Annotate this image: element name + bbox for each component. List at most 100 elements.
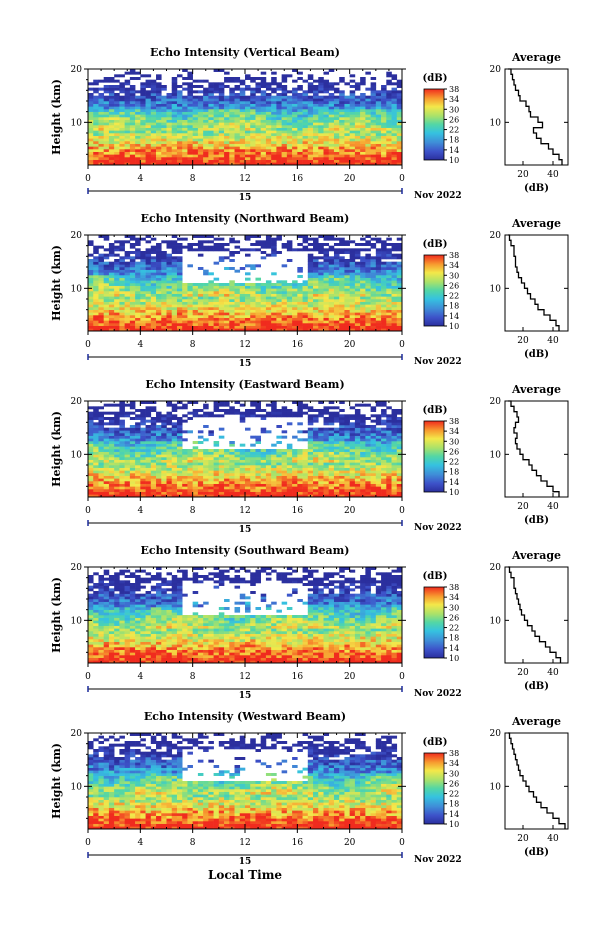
heatmap-cell <box>145 267 152 270</box>
heatmap-cell <box>328 117 335 120</box>
heatmap-cell <box>108 157 115 160</box>
heatmap-cell <box>108 309 115 313</box>
heatmap-cell <box>281 291 288 294</box>
heatmap-cell <box>370 291 377 294</box>
heatmap-cell <box>213 478 220 482</box>
heatmap-cell <box>161 103 167 107</box>
heatmap-cell <box>166 114 173 118</box>
y-tick-label: 20 <box>71 65 83 75</box>
heatmap-cell <box>375 141 382 144</box>
heatmap-cell <box>213 323 220 326</box>
heatmap-cell <box>286 157 293 160</box>
heatmap-cell <box>375 101 382 104</box>
heatmap-cell <box>208 325 214 329</box>
colorbar-tick-label: 18 <box>449 302 459 311</box>
heatmap-cell <box>344 328 350 332</box>
heatmap-cell <box>234 130 241 134</box>
heatmap-cell <box>187 315 193 318</box>
heatmap-cell <box>365 272 371 276</box>
heatmap-cell <box>286 328 293 332</box>
heatmap-cell <box>339 309 345 313</box>
heatmap-cell <box>140 90 146 94</box>
heatmap-cell <box>224 483 230 487</box>
heatmap-cell <box>333 125 340 128</box>
heatmap-cell <box>297 103 303 107</box>
heatmap-cell <box>119 283 125 286</box>
heatmap-cell <box>197 320 204 324</box>
heatmap-cell <box>108 494 115 498</box>
heatmap-cell <box>271 122 277 126</box>
heatmap-cell <box>140 85 146 88</box>
heatmap-cell <box>255 299 261 302</box>
heatmap-cell <box>365 280 371 284</box>
heatmap-cell <box>328 93 335 96</box>
heatmap-cell <box>255 296 261 300</box>
heatmap-cell <box>124 446 131 450</box>
heatmap-cell <box>156 157 162 160</box>
heatmap-cell <box>323 307 330 310</box>
heatmap-cell <box>344 261 350 265</box>
heatmap-cell <box>166 320 173 324</box>
heatmap-cell <box>391 312 398 316</box>
heatmap-cell <box>140 251 146 254</box>
heatmap-cell <box>176 481 183 484</box>
heatmap-cell <box>103 95 110 99</box>
heatmap-cell <box>281 133 288 136</box>
heatmap-cell <box>93 275 99 278</box>
heatmap-cell <box>88 87 94 91</box>
heatmap-cell <box>318 299 324 302</box>
heatmap-cell <box>250 304 256 308</box>
heatmap-cell <box>124 483 131 487</box>
heatmap-cell <box>176 478 183 482</box>
heatmap-cell <box>145 235 152 238</box>
heatmap-cell <box>391 267 398 270</box>
heatmap-cell <box>182 133 188 136</box>
heatmap-cell <box>255 475 261 479</box>
heatmap-cell <box>192 143 199 147</box>
heatmap-cell <box>176 443 183 447</box>
heatmap-cell <box>213 162 220 166</box>
heatmap-cell <box>250 90 256 94</box>
heatmap-cell <box>119 301 125 305</box>
heatmap-cell <box>156 259 162 262</box>
heatmap-cell <box>213 473 220 476</box>
heatmap-cell <box>333 151 340 155</box>
heatmap-cell <box>124 82 131 86</box>
heatmap-cell <box>197 135 204 139</box>
heatmap-cell <box>328 320 335 324</box>
heatmap-cell <box>208 90 214 94</box>
heatmap-cell <box>182 478 188 482</box>
heatmap-cell <box>386 248 392 252</box>
heatmap-cell <box>114 483 120 487</box>
heatmap-cell <box>271 296 277 300</box>
heatmap-cell <box>292 285 298 289</box>
heatmap-cell <box>176 291 183 294</box>
heatmap-cell <box>156 449 162 452</box>
heatmap-cell <box>135 280 141 284</box>
heatmap-cell <box>208 143 214 147</box>
heatmap-cell <box>187 483 193 487</box>
heatmap-cell <box>255 454 261 458</box>
heatmap-cell <box>129 283 136 286</box>
heatmap-cell <box>161 304 167 308</box>
heatmap-cell <box>187 130 193 134</box>
heatmap-cell <box>98 125 104 128</box>
heatmap-cell <box>260 299 267 302</box>
heatmap-cell <box>218 162 225 166</box>
heatmap-cell <box>176 133 183 136</box>
heatmap-cell <box>323 125 330 128</box>
heatmap-cell <box>129 272 136 276</box>
heatmap-cell <box>197 109 204 112</box>
heatmap-cell <box>349 79 356 83</box>
heatmap-cell <box>250 309 256 313</box>
heatmap-cell <box>323 138 330 142</box>
heatmap-cell <box>286 449 293 452</box>
heatmap-cell <box>114 422 120 426</box>
heatmap-cell <box>93 312 99 316</box>
heatmap-cell <box>187 296 193 300</box>
heatmap-cell <box>381 251 387 254</box>
heatmap-cell <box>150 422 157 426</box>
heatmap-cell <box>265 462 272 466</box>
heatmap-cell <box>344 157 350 160</box>
heatmap-cell <box>176 111 183 115</box>
